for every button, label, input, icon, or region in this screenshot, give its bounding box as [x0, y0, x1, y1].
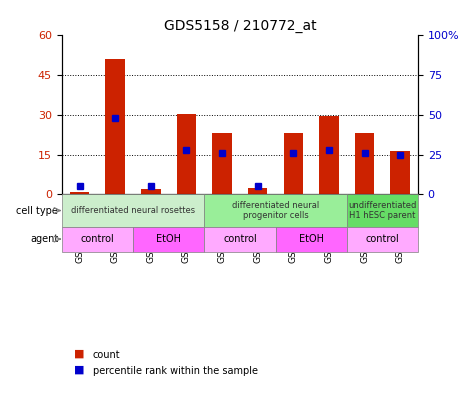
Text: EtOH: EtOH	[156, 234, 181, 244]
Text: cell type: cell type	[16, 206, 58, 215]
FancyBboxPatch shape	[347, 227, 418, 252]
Bar	[70, 192, 89, 195]
Text: count: count	[93, 350, 120, 360]
Text: EtOH: EtOH	[299, 234, 323, 244]
FancyBboxPatch shape	[276, 227, 347, 252]
Bar	[177, 114, 196, 195]
Bar	[212, 134, 232, 195]
Bar	[105, 59, 125, 195]
FancyBboxPatch shape	[133, 227, 204, 252]
FancyBboxPatch shape	[204, 195, 347, 227]
Text: differentiated neural
progenitor cells: differentiated neural progenitor cells	[232, 201, 319, 220]
Text: control: control	[223, 234, 257, 244]
Text: ■: ■	[74, 364, 84, 375]
Bar	[248, 188, 267, 195]
Text: undifferentiated
H1 hESC parent: undifferentiated H1 hESC parent	[348, 201, 417, 220]
Bar	[284, 134, 303, 195]
FancyBboxPatch shape	[62, 227, 133, 252]
Text: differentiated neural rosettes: differentiated neural rosettes	[71, 206, 195, 215]
Text: ■: ■	[74, 349, 84, 359]
FancyBboxPatch shape	[347, 195, 418, 227]
Title: GDS5158 / 210772_at: GDS5158 / 210772_at	[163, 19, 316, 33]
Text: control: control	[80, 234, 114, 244]
Bar	[141, 189, 161, 195]
Text: control: control	[365, 234, 399, 244]
Text: percentile rank within the sample: percentile rank within the sample	[93, 365, 257, 376]
FancyBboxPatch shape	[204, 227, 276, 252]
Bar	[390, 151, 410, 195]
Bar	[355, 134, 374, 195]
Text: agent: agent	[30, 234, 58, 244]
FancyBboxPatch shape	[62, 195, 204, 227]
Bar	[319, 116, 339, 195]
